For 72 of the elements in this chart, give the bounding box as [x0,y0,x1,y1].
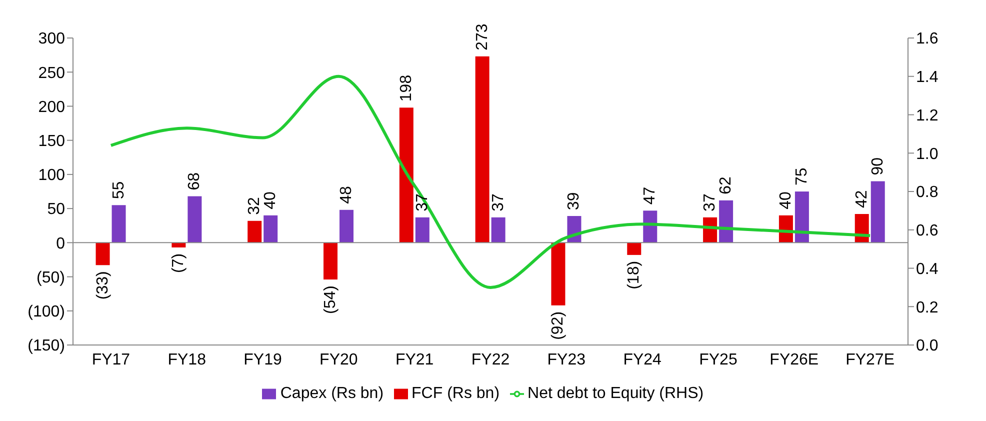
data-label: (33) [94,271,112,300]
y2-tick-label: 0.0 [916,338,938,355]
x-tick-label: FY19 [244,351,282,368]
y-tick-label: (100) [28,304,65,321]
data-label: 62 [718,176,735,194]
data-label: 37 [702,194,719,212]
data-label: (92) [550,311,567,340]
bar [96,242,110,266]
x-tick-label: FY18 [168,351,206,368]
data-label: (18) [626,260,643,290]
y2-tick-label: 0.4 [916,260,938,278]
bar [415,217,430,243]
bar [475,56,490,243]
y2-tick-label: 0.8 [916,184,938,202]
data-label: 90 [869,157,886,176]
bar [324,242,338,280]
x-tick-label: FY17 [92,351,130,368]
data-label: 42 [853,190,870,208]
bar [870,181,885,243]
data-label: 32 [246,196,264,215]
bar [399,108,414,243]
bar [551,242,566,306]
data-label: 75 [793,168,810,186]
data-label: 47 [642,186,659,205]
data-label: 48 [338,186,355,204]
data-label: 39 [566,192,583,210]
bar [627,242,642,255]
bar [719,200,734,243]
x-tick-label: FY22 [471,351,510,368]
x-tick-label: FY24 [623,351,662,368]
bar [172,242,186,248]
data-label: 40 [262,191,280,210]
data-label: 37 [414,194,431,212]
data-label: 40 [777,191,794,210]
x-tick-label: FY25 [699,351,738,368]
y2-tick-label: 1.6 [916,30,938,48]
x-tick-label: FY27E [846,351,895,368]
data-label: (7) [170,253,188,274]
x-tick-label: FY26E [770,351,819,368]
y-tick-label: 50 [47,201,66,218]
y-tick-label: 150 [38,133,66,150]
bar [264,215,278,243]
legend-label: Net debt to Equity (RHS) [528,385,704,402]
x-tick-label: FY23 [547,351,586,368]
y-tick-label: 200 [38,98,66,116]
bar [112,205,126,243]
data-label: 198 [398,74,415,102]
data-label: 55 [110,181,128,200]
bar [794,192,809,243]
legend-label: Capex (Rs bn) [280,385,384,402]
data-label: 68 [186,172,204,190]
y-tick-label: (50) [36,269,65,286]
y-tick-label: 100 [38,167,66,184]
y-tick-label: 300 [38,30,66,48]
y-tick-label: 250 [38,64,66,82]
y2-tick-label: 1.2 [916,107,938,124]
y2-tick-label: 0.6 [916,222,938,240]
y-tick-label: (150) [28,338,65,355]
y-tick-label: 0 [56,235,66,252]
data-label: (54) [322,286,339,314]
x-tick-label: FY21 [395,351,434,368]
bar [188,196,202,243]
data-label: 37 [490,194,507,212]
y2-tick-label: 1.4 [916,69,938,86]
bar [491,217,506,243]
data-label: 273 [474,24,491,50]
legend-label: FCF (Rs bn) [412,385,500,402]
bar [248,220,262,243]
x-tick-label: FY20 [320,351,358,368]
bar [340,210,354,243]
y2-tick-label: 0.2 [916,299,938,316]
y2-tick-label: 1.0 [916,146,938,163]
